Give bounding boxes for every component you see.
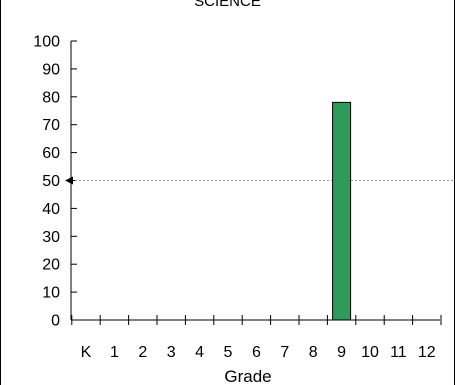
x-tick-label: 6 — [252, 344, 261, 361]
x-tick-label: 2 — [138, 344, 147, 361]
y-tick-label: 0 — [51, 313, 60, 330]
y-tick-label: 70 — [42, 117, 60, 134]
x-tick-label: 12 — [418, 344, 436, 361]
x-axis-label: Grade — [224, 367, 271, 385]
x-tick-label: 9 — [337, 344, 346, 361]
y-tick-label: 40 — [42, 201, 60, 218]
y-tick-label: 90 — [42, 61, 60, 78]
reference-arrow-icon — [65, 176, 73, 185]
chart-title: SCIENCE — [194, 0, 261, 10]
y-tick-label: 60 — [42, 145, 60, 162]
bar-grade-9 — [332, 101, 352, 321]
y-tick-label: 80 — [42, 89, 60, 106]
y-tick-label: 30 — [42, 229, 60, 246]
x-tick-label: 7 — [280, 344, 289, 361]
x-tick-label: K — [81, 344, 92, 361]
x-tick-label: 3 — [167, 344, 176, 361]
y-tick-label: 10 — [42, 285, 60, 302]
x-tick-label: 4 — [195, 344, 204, 361]
x-tick-label: 11 — [390, 344, 407, 361]
y-tick-label: 50 — [42, 173, 60, 190]
x-tick-label: 8 — [309, 344, 318, 361]
y-tick-label: 20 — [42, 257, 60, 274]
y-tick-label: 100 — [33, 34, 60, 51]
x-tick-label: 10 — [361, 344, 379, 361]
x-tick-label: 1 — [110, 344, 119, 361]
x-tick-label: 5 — [224, 344, 233, 361]
